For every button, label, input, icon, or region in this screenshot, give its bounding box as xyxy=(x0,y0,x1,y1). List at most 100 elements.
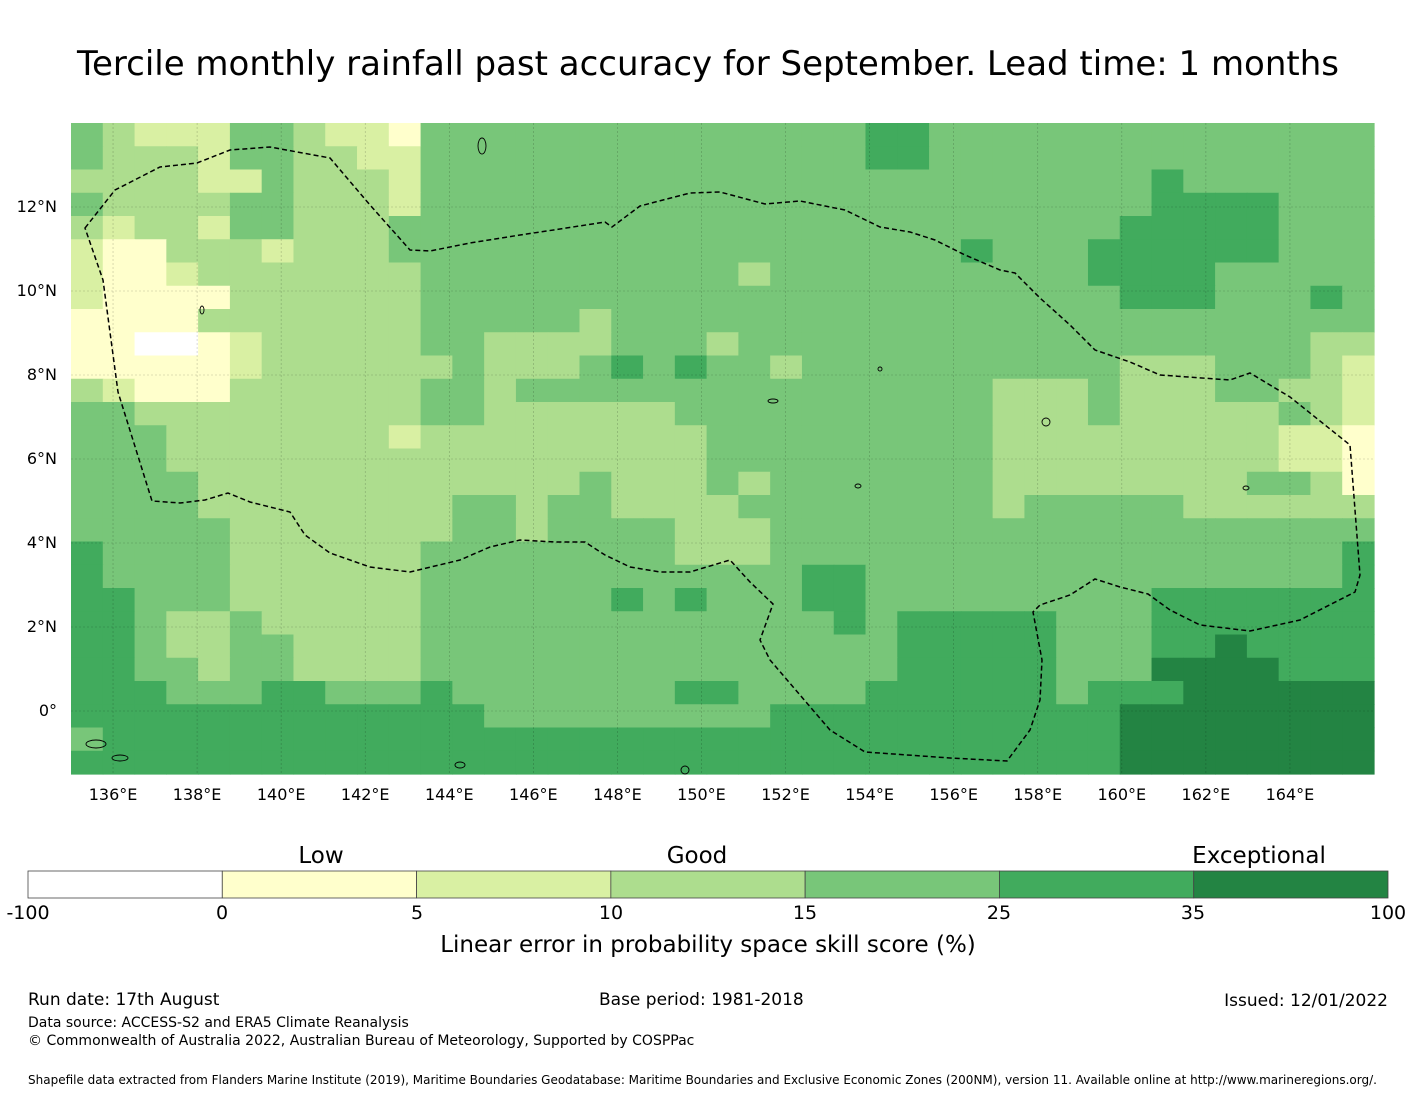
skill-cell xyxy=(770,657,803,682)
skill-cell xyxy=(1087,448,1121,473)
skill-cell xyxy=(547,564,581,589)
skill-cell xyxy=(738,169,771,194)
skill-cell xyxy=(1215,750,1248,775)
skill-cell xyxy=(198,309,231,333)
skill-cell xyxy=(1119,192,1153,217)
skill-cell xyxy=(770,750,803,775)
skill-cell xyxy=(71,541,104,566)
skill-cell xyxy=(547,471,581,496)
skill-cell xyxy=(1278,146,1312,171)
skill-cell xyxy=(960,681,994,705)
skill-cell xyxy=(929,332,962,357)
skill-cell xyxy=(547,727,581,752)
skill-cell xyxy=(357,681,390,705)
skill-cell xyxy=(388,332,422,357)
skill-cell xyxy=(1119,448,1153,473)
skill-cell xyxy=(1215,169,1248,194)
skill-cell xyxy=(547,355,581,380)
skill-cell xyxy=(1278,727,1312,752)
skill-cell xyxy=(198,564,231,589)
skill-cell xyxy=(261,285,295,310)
skill-cell xyxy=(484,402,517,426)
skill-cell xyxy=(738,541,771,566)
skill-cell xyxy=(515,727,549,752)
skill-cell xyxy=(102,355,136,380)
skill-cell xyxy=(643,332,676,357)
data-source: Data source: ACCESS-S2 and ERA5 Climate … xyxy=(28,1015,409,1031)
skill-cell xyxy=(71,146,104,171)
skill-cell xyxy=(420,402,453,426)
skill-cell xyxy=(833,239,867,264)
latitude-label: 0° xyxy=(38,701,57,720)
skill-cell xyxy=(1183,216,1216,240)
skill-cell xyxy=(166,123,199,147)
skill-cell xyxy=(420,309,453,333)
skill-cell xyxy=(1183,123,1216,147)
skill-cell xyxy=(801,425,835,450)
skill-cell xyxy=(1310,262,1343,287)
skill-cell xyxy=(706,634,739,659)
skill-cell xyxy=(547,169,581,194)
skill-cell xyxy=(261,727,295,752)
skill-cell xyxy=(674,448,708,473)
skill-cell xyxy=(643,495,676,519)
skill-cell xyxy=(102,681,136,705)
skill-cell xyxy=(325,495,358,519)
skill-cell xyxy=(452,611,485,636)
skill-cell xyxy=(71,634,104,659)
skill-cell xyxy=(833,355,867,380)
skill-cell xyxy=(1183,146,1216,171)
skill-cell xyxy=(547,518,581,543)
skill-cell xyxy=(1246,425,1280,450)
skill-cell xyxy=(71,123,104,147)
skill-cell xyxy=(1151,216,1184,240)
skill-cell xyxy=(293,634,326,659)
skill-cell xyxy=(420,332,453,357)
skill-cell xyxy=(674,588,708,612)
skill-cell xyxy=(738,634,771,659)
skill-cell xyxy=(198,169,231,194)
skill-cell xyxy=(1215,611,1248,636)
skill-cell xyxy=(102,448,136,473)
skill-cell xyxy=(1087,704,1121,729)
skill-cell xyxy=(1342,634,1375,659)
skill-cell xyxy=(388,588,422,612)
skill-cell xyxy=(674,727,708,752)
skill-cell xyxy=(960,634,994,659)
skill-cell xyxy=(1024,541,1057,566)
skill-cell xyxy=(738,611,771,636)
skill-cell xyxy=(1310,309,1343,333)
skill-cell xyxy=(102,425,136,450)
skill-cell xyxy=(929,541,962,566)
skill-cell xyxy=(833,681,867,705)
skill-cell xyxy=(1119,681,1153,705)
skill-cell xyxy=(1087,564,1121,589)
skill-cell xyxy=(388,495,422,519)
skill-cell xyxy=(1342,657,1375,682)
skill-cell xyxy=(229,471,263,496)
skill-cell xyxy=(388,681,422,705)
skill-cell xyxy=(134,657,167,682)
skill-cell xyxy=(102,657,136,682)
skill-cell xyxy=(1215,727,1248,752)
skill-cell xyxy=(484,564,517,589)
skill-cell xyxy=(960,309,994,333)
skill-cell xyxy=(1119,564,1153,589)
skill-cell xyxy=(674,634,708,659)
skill-cell xyxy=(452,541,485,566)
skill-cell xyxy=(1183,518,1216,543)
skill-cell xyxy=(801,332,835,357)
skill-cell xyxy=(897,216,930,240)
skill-cell xyxy=(1151,704,1184,729)
skill-cell xyxy=(1151,727,1184,752)
skill-cell xyxy=(579,588,612,612)
skill-cell xyxy=(738,657,771,682)
skill-cell xyxy=(770,634,803,659)
skill-cell xyxy=(611,216,644,240)
skill-cell xyxy=(452,634,485,659)
skill-cell xyxy=(198,611,231,636)
skill-cell xyxy=(801,169,835,194)
skill-cell xyxy=(357,355,390,380)
skill-cell xyxy=(865,704,898,729)
skill-cell xyxy=(1215,634,1248,659)
